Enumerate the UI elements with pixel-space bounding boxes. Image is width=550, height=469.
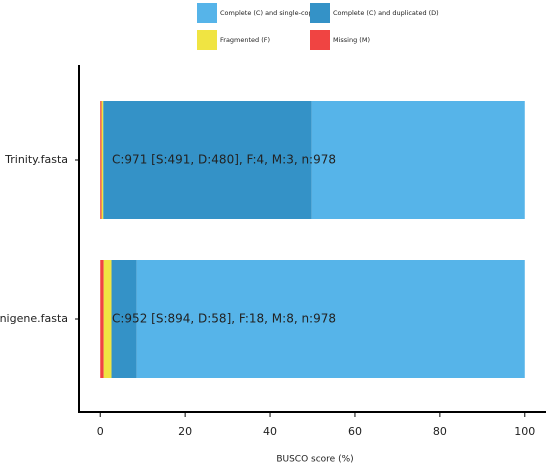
y-tick-label: unigene.fasta (0, 312, 68, 325)
x-tick-label: 100 (514, 425, 535, 438)
x-tick-label: 40 (263, 425, 277, 438)
bar-segment (103, 101, 312, 219)
y-tick-label: Trinity.fasta (4, 153, 68, 166)
legend-label: Complete (C) and single-copy (S) (220, 9, 328, 17)
x-tick-label: 0 (97, 425, 104, 438)
x-tick-label: 80 (433, 425, 447, 438)
legend-swatch (310, 3, 330, 23)
bar-segment (136, 260, 525, 378)
legend-label: Missing (M) (333, 36, 370, 44)
bar-segment (311, 101, 525, 219)
x-tick-label: 20 (178, 425, 192, 438)
legend-label: Complete (C) and duplicated (D) (333, 9, 439, 17)
bar-label: C:971 [S:491, D:480], F:4, M:3, n:978 (112, 153, 336, 167)
legend-swatch (197, 3, 217, 23)
legend-label: Fragmented (F) (220, 36, 270, 44)
bar-segment (101, 101, 104, 219)
x-axis-label: BUSCO score (%) (276, 455, 353, 465)
bar-segment (111, 260, 137, 378)
bar-segment (103, 260, 112, 378)
bar-label: C:952 [S:894, D:58], F:18, M:8, n:978 (112, 312, 336, 326)
legend-swatch (197, 30, 217, 50)
legend-swatch (310, 30, 330, 50)
bar-segment (100, 260, 104, 378)
bar-segment (100, 101, 102, 219)
x-tick-label: 60 (348, 425, 362, 438)
